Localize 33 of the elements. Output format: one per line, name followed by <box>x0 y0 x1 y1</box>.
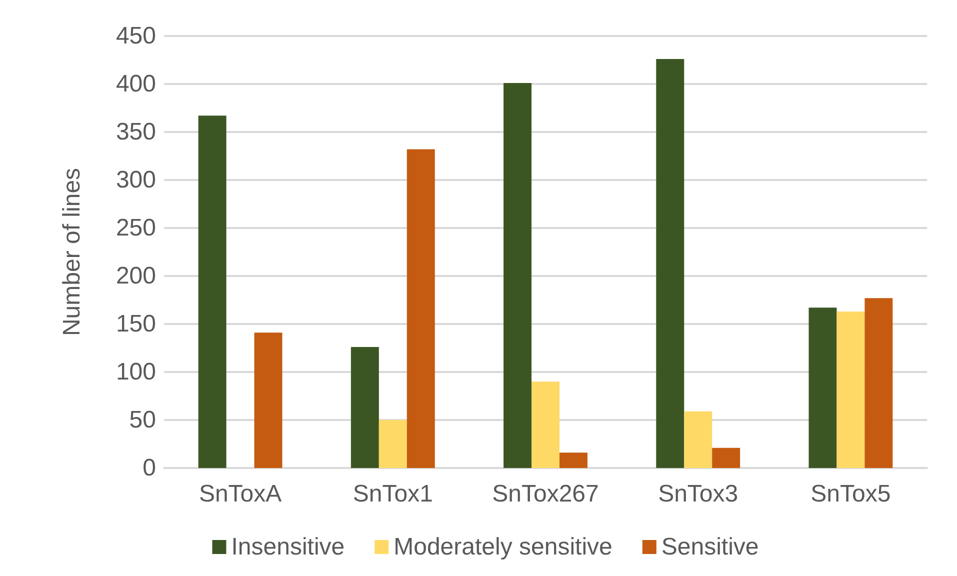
y-axis-title: Number of lines <box>58 168 86 336</box>
y-tick-label: 100 <box>116 358 156 386</box>
legend-label: Insensitive <box>231 534 345 560</box>
y-tick-label: 0 <box>142 454 156 482</box>
y-tick-label: 150 <box>116 310 156 338</box>
bar <box>350 347 379 468</box>
bar <box>684 411 712 468</box>
bar <box>808 308 837 468</box>
bar <box>504 83 532 468</box>
y-tick-label: 300 <box>116 166 156 194</box>
y-tick-label: 200 <box>116 262 156 290</box>
bar <box>712 448 740 468</box>
y-tick-label: 350 <box>116 118 156 146</box>
bar <box>378 420 407 468</box>
bar <box>836 312 865 468</box>
x-tick-label: SnToxA <box>198 480 282 508</box>
bar <box>532 382 560 468</box>
bar <box>254 332 282 468</box>
bar <box>864 298 893 468</box>
y-tick-label: 250 <box>116 214 156 242</box>
x-tick-label: SnTox267 <box>492 480 599 508</box>
y-tick-label: 450 <box>116 22 156 50</box>
bar <box>406 149 435 468</box>
bar <box>656 59 684 468</box>
legend-label: Moderately sensitive <box>394 534 612 560</box>
bar <box>198 116 226 468</box>
legend-label: Sensitive <box>661 534 759 560</box>
y-tick-label: 400 <box>116 70 156 98</box>
bar <box>559 452 588 468</box>
y-tick-label: 50 <box>129 406 156 434</box>
x-tick-label: SnTox3 <box>658 480 738 508</box>
x-tick-label: SnTox1 <box>352 480 433 508</box>
x-tick-label: SnTox5 <box>810 480 891 508</box>
